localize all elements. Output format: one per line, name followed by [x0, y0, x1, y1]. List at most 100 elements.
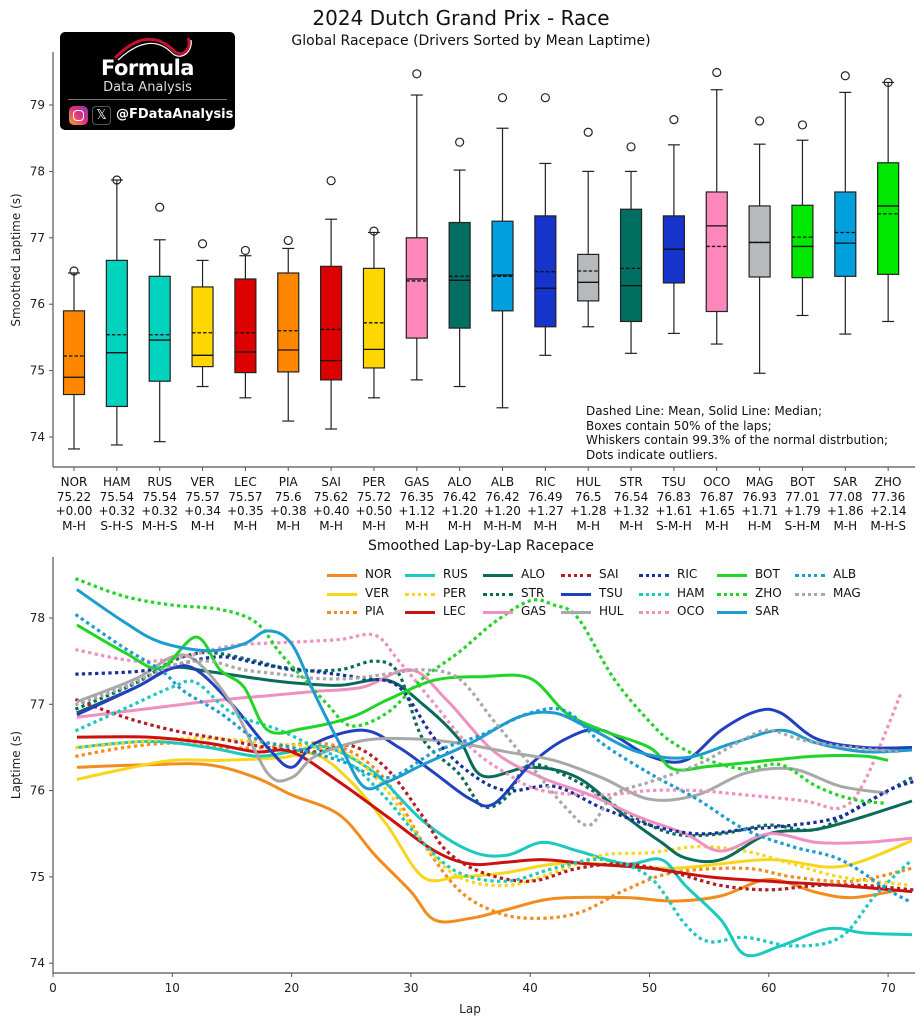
box-rus: [148, 202, 171, 471]
legend-swatch: [405, 592, 435, 596]
box-iqr: [148, 275, 171, 382]
outlier-point: [797, 120, 808, 130]
legend-swatch: [327, 611, 357, 614]
x-tick-label: 20: [284, 981, 299, 995]
outlier-point: [155, 202, 165, 212]
driver-code: LEC: [234, 475, 257, 489]
mean-laptime: 75.22: [56, 489, 92, 504]
annotation-line: Dots indicate outliers.: [586, 447, 718, 462]
legend-item-gas: GAS: [483, 604, 563, 620]
tyre-strategy: M-H: [404, 519, 429, 534]
gap-to-leader: +0.34: [184, 504, 221, 519]
mean-laptime: 75.57: [228, 489, 263, 504]
box-alb: [491, 93, 514, 471]
outlier-point: [626, 142, 636, 152]
mean-laptime: 75.62: [313, 489, 349, 504]
driver-label-per: PER 75.72 +0.50 M-H: [350, 475, 398, 534]
driver-code: VER: [190, 475, 215, 489]
y-tick-label: 77: [30, 231, 45, 245]
legend-item-pia: PIA: [327, 604, 407, 620]
mean-laptime: 76.35: [399, 489, 434, 504]
mean-laptime: 75.72: [356, 489, 392, 504]
box-ham: [105, 175, 128, 471]
tyre-strategy: M-H: [576, 519, 601, 534]
legend-item-alo: ALO: [483, 567, 563, 583]
legend-label: HUL: [599, 604, 624, 618]
x-tick-label: 60: [761, 981, 776, 995]
gap-to-leader: +0.00: [55, 504, 93, 519]
legend-item-ric: RIC: [639, 567, 719, 583]
legend-label: ALB: [833, 567, 857, 581]
legend-item-zho: ZHO: [717, 586, 797, 602]
outlier-point: [883, 77, 893, 88]
gap-to-leader: +0.40: [312, 504, 350, 519]
series-line-ham: [74, 679, 915, 948]
tyre-strategy: M-H: [362, 519, 386, 534]
logo-brand: Formula: [101, 56, 194, 80]
mean-laptime: 75.6: [274, 489, 302, 504]
driver-label-zho: ZHO 77.36 +2.14 M-H-S: [864, 475, 912, 534]
driver-code: BOT: [790, 475, 815, 489]
tyre-strategy: M-H: [319, 519, 343, 534]
tyre-strategy: S-M-H: [656, 519, 692, 534]
boxplot-annotation: Dashed Line: Mean, Solid Line: Median; Bo…: [586, 404, 888, 462]
tyre-strategy: S-H-S: [100, 519, 134, 534]
gap-to-leader: +1.20: [441, 504, 479, 519]
legend-swatch: [795, 592, 825, 596]
box-iqr: [362, 267, 386, 369]
outlier-point: [840, 71, 850, 81]
outlier-point: [669, 115, 679, 125]
legend-swatch: [717, 574, 747, 577]
annotation-line: Whiskers contain 99.3% of the normal dis…: [586, 433, 889, 447]
y-tick-label: 76: [30, 784, 45, 798]
driver-code: HUL: [575, 475, 601, 489]
legend-swatch: [483, 574, 513, 577]
outlier-point: [326, 176, 336, 186]
box-iqr: [320, 265, 343, 381]
box-ric: [534, 93, 557, 471]
box-alo: [448, 137, 471, 471]
series-line-sai: [74, 697, 914, 892]
driver-code: OCO: [703, 475, 731, 489]
series-line-alo: [76, 665, 913, 864]
box-iqr: [405, 237, 428, 339]
mean-laptime: 76.83: [656, 489, 692, 504]
driver-code: ZHO: [874, 475, 902, 489]
mean-laptime: 76.49: [528, 489, 563, 504]
legend-label: ZHO: [755, 585, 782, 600]
y-tick-label: 78: [30, 611, 45, 625]
mean-laptime: 76.42: [442, 489, 477, 504]
box-gas: [405, 69, 428, 471]
box-oco: [705, 67, 728, 471]
box-ver: [191, 239, 214, 471]
driver-code: SAR: [833, 475, 858, 489]
y-axis-label: Smoothed Laptime (s): [9, 193, 23, 326]
gap-to-leader: +1.12: [398, 504, 436, 519]
legend-item-alb: ALB: [795, 567, 875, 583]
gap-to-leader: +2.14: [869, 504, 907, 519]
x-icon: 𝕏: [92, 106, 111, 125]
series-line-alb: [74, 613, 915, 905]
outlier-point: [369, 226, 379, 236]
y-tick-label: 74: [30, 430, 45, 444]
box-iqr: [448, 221, 471, 329]
driver-label-pia: PIA 75.6 +0.38 M-H: [264, 475, 312, 534]
legend-swatch: [561, 611, 591, 614]
series-line-zho: [74, 577, 890, 806]
gap-to-leader: +1.71: [741, 504, 778, 519]
legend-item-nor: NOR: [327, 567, 407, 583]
driver-label-oco: OCO 76.87 +1.65 M-H: [693, 475, 741, 534]
brand-logo: Formula Data Analysis 𝕏 @FDataAnalysis: [60, 32, 235, 130]
outlier-point: [455, 137, 465, 147]
x-tick-label: 50: [642, 981, 657, 995]
box-sar: [834, 71, 857, 471]
boxplot-subtitle: Global Racepace (Drivers Sorted by Mean …: [291, 33, 651, 49]
driver-label-ric: RIC 76.49 +1.27 M-H: [521, 475, 569, 534]
instagram-icon: [69, 106, 88, 125]
tyre-strategy: M-H: [233, 519, 258, 534]
gap-to-leader: +1.61: [655, 504, 693, 519]
series-line-gas: [76, 668, 913, 853]
gap-to-leader: +0.32: [141, 504, 179, 519]
outlier-point: [283, 235, 293, 246]
mean-laptime: 77.08: [828, 489, 863, 504]
